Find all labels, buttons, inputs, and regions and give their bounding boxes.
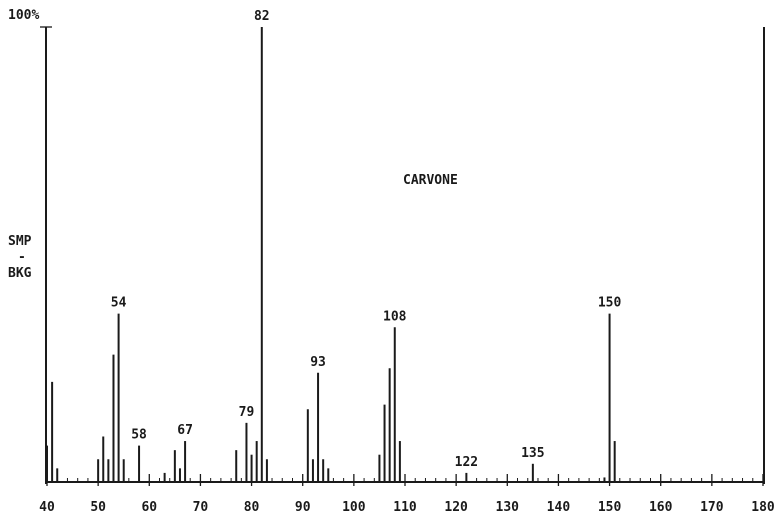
x-tick-label-160: 160 — [649, 500, 673, 515]
peak-label-93: 93 — [310, 355, 326, 370]
x-tick-label-110: 110 — [393, 500, 417, 515]
peak-labels: 54 58 67 79 82 93 108 122 135 150 — [111, 9, 622, 470]
x-tick-label-180: 180 — [751, 500, 775, 515]
peak-label-54: 54 — [111, 296, 127, 311]
plot-frame — [40, 26, 765, 484]
peak-label-108: 108 — [383, 309, 407, 324]
peak-label-82: 82 — [254, 9, 270, 24]
peak-label-135: 135 — [521, 446, 544, 461]
ylabel-line-2: - — [18, 250, 26, 265]
x-tick-label-70: 70 — [193, 500, 209, 515]
chart-title: CARVONE — [403, 173, 458, 188]
peak-label-79: 79 — [239, 405, 255, 420]
x-tick-label-60: 60 — [141, 500, 157, 515]
peak-label-67: 67 — [177, 423, 193, 438]
peak-bars — [46, 27, 616, 482]
y-max-label: 100% — [8, 8, 39, 23]
x-tick-label-120: 120 — [444, 500, 468, 515]
x-tick-label-80: 80 — [244, 500, 260, 515]
ylabel-line-3: BKG — [8, 266, 32, 281]
x-tick-label-170: 170 — [700, 500, 724, 515]
x-tick-label-90: 90 — [295, 500, 311, 515]
x-ticks: 40 50 60 70 80 90 100 110 120 130 140 150 160 170 180 — [39, 474, 775, 515]
x-tick-label-130: 130 — [496, 500, 520, 515]
ylabel-line-1: SMP — [8, 234, 32, 249]
x-tick-label-140: 140 — [547, 500, 571, 515]
x-tick-label-50: 50 — [90, 500, 106, 515]
x-tick-label-40: 40 — [39, 500, 55, 515]
peak-label-58: 58 — [131, 428, 147, 443]
peak-label-122: 122 — [455, 455, 478, 470]
x-tick-label-100: 100 — [342, 500, 366, 515]
x-tick-label-150: 150 — [598, 500, 622, 515]
peak-label-150: 150 — [598, 296, 622, 311]
